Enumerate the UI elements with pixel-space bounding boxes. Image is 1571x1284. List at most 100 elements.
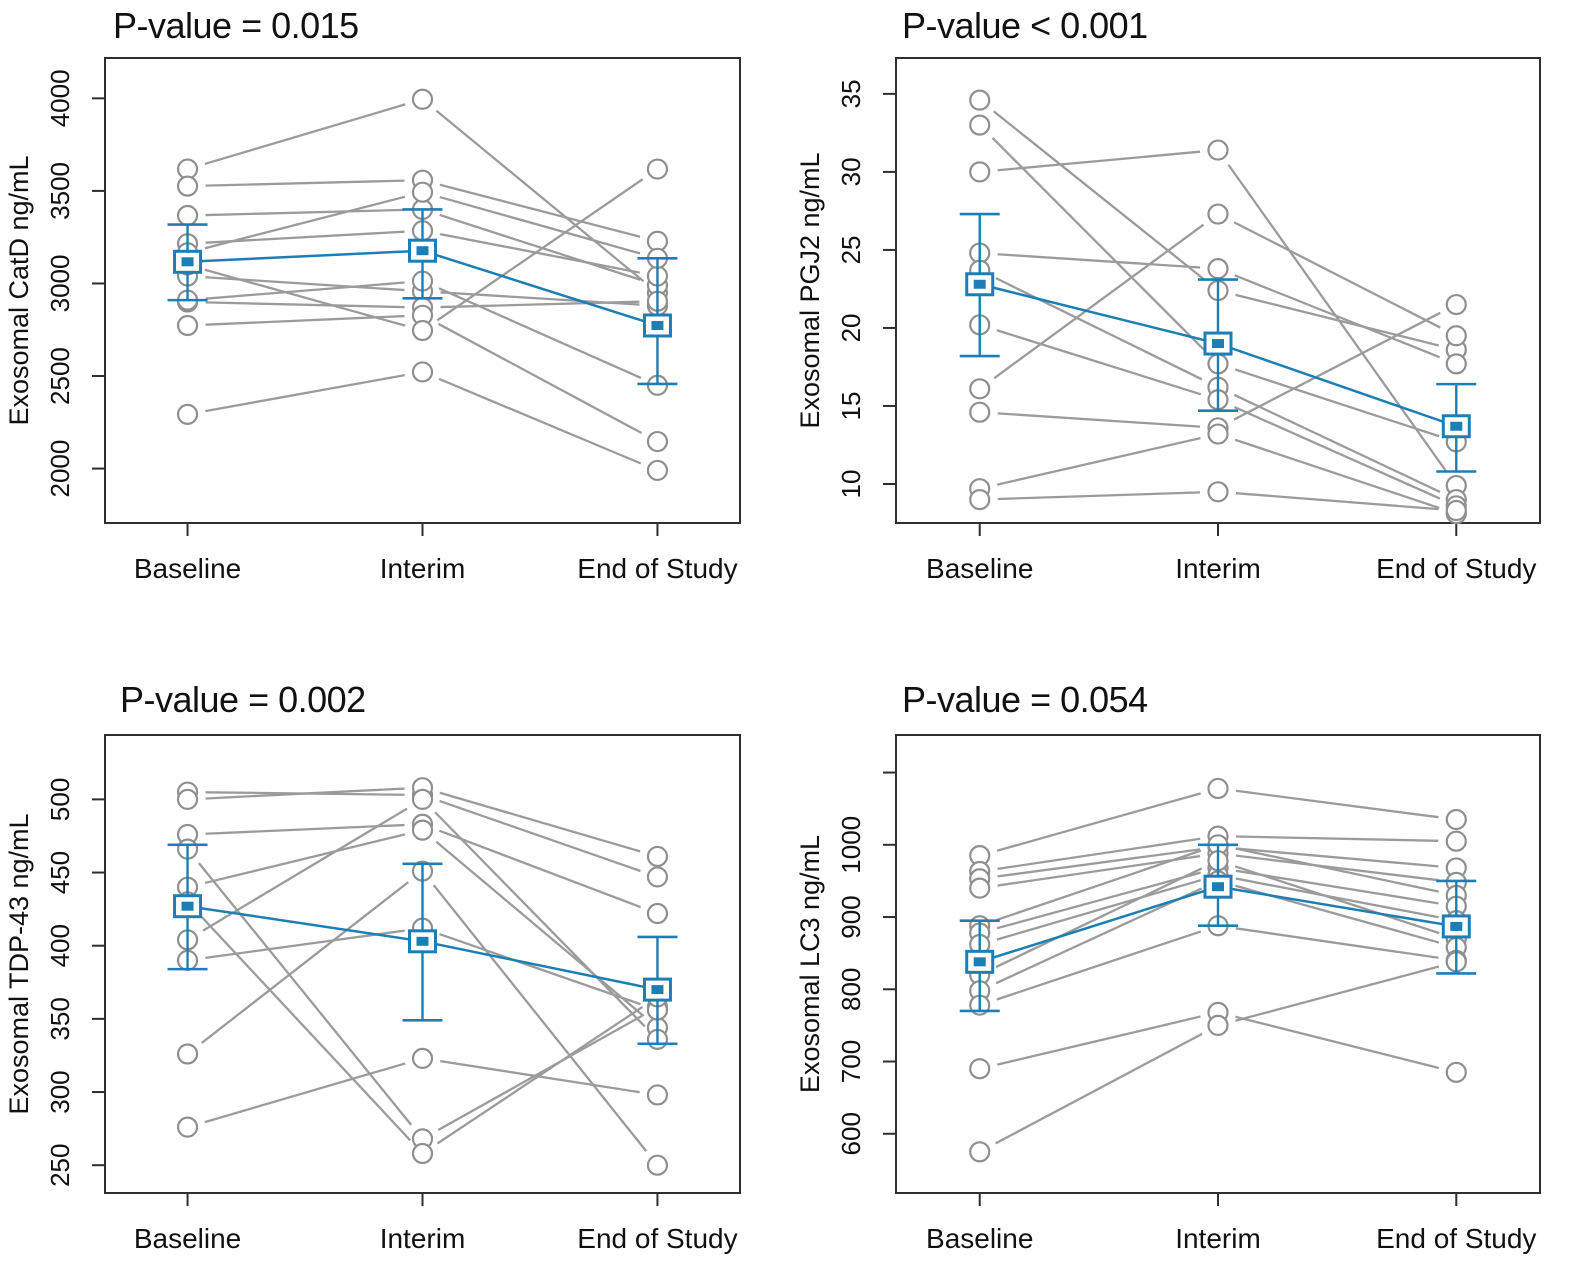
data-point: [411, 1047, 434, 1069]
subject-line: [997, 412, 1201, 428]
subject-line: [996, 849, 1202, 922]
subject-line: [439, 791, 641, 853]
data-point: [969, 89, 991, 111]
subject-line: [995, 277, 1203, 381]
mean-marker-center: [416, 936, 429, 946]
subject-line: [1233, 405, 1441, 500]
data-point: [969, 1141, 991, 1163]
subject-line: [1235, 789, 1439, 819]
subject-line: [993, 110, 1205, 281]
x-tick-label: Interim: [1175, 553, 1261, 584]
subject-line: [996, 792, 1201, 852]
x-tick-label: Interim: [1175, 1223, 1261, 1254]
data-point: [176, 788, 199, 810]
subject-line: [205, 929, 405, 960]
panel-title: P-value = 0.054: [902, 679, 1148, 720]
subject-line: [204, 103, 406, 166]
subject-line: [1234, 274, 1440, 359]
subject-line: [995, 867, 1203, 969]
data-point: [646, 1154, 669, 1176]
subject-line: [435, 109, 645, 283]
subject-line: [996, 930, 1202, 1001]
y-tick-label: 500: [45, 778, 75, 821]
data-point: [969, 1058, 991, 1080]
data-point: [969, 877, 991, 899]
data-point: [646, 158, 669, 180]
data-point: [646, 1084, 669, 1106]
y-tick-label: 3000: [45, 255, 75, 313]
data-point: [411, 1142, 434, 1165]
panel-title: P-value < 0.001: [902, 5, 1148, 46]
subject-line: [993, 223, 1205, 380]
subject-line: [1235, 927, 1439, 959]
data-point: [646, 459, 669, 482]
data-point: [646, 902, 669, 925]
y-tick-label: 2000: [45, 440, 75, 498]
subject-line: [1233, 311, 1441, 421]
subject-line: [997, 854, 1201, 887]
y-tick-label: 4000: [45, 69, 75, 127]
subject-line: [997, 491, 1201, 501]
subject-line: [1235, 293, 1440, 347]
subject-line: [1235, 847, 1439, 893]
y-tick-label: 10: [836, 470, 866, 499]
data-point: [969, 378, 991, 400]
panel-0: P-value = 0.015 2000 2500 3000 3500 4000 Exoso…: [4, 5, 741, 584]
subject-line: [437, 1014, 643, 1132]
mean-marker-center: [973, 279, 986, 289]
subject-line: [440, 300, 640, 309]
data-point: [411, 181, 434, 203]
subject-line: [996, 1015, 1201, 1066]
subject-line: [197, 862, 413, 1126]
data-point: [411, 788, 434, 810]
y-tick-label: 300: [45, 1070, 75, 1113]
subject-line: [205, 301, 405, 309]
data-point: [969, 488, 991, 511]
data-point: [646, 845, 669, 868]
data-point: [411, 319, 434, 342]
subject-line: [434, 811, 646, 1028]
x-tick-label: Baseline: [926, 1223, 1033, 1254]
x-tick-label: Baseline: [134, 553, 241, 584]
mean-marker-center: [181, 257, 194, 267]
y-tick-label: 600: [836, 1112, 866, 1155]
y-tick-label: 350: [45, 997, 75, 1040]
x-tick-label: Interim: [380, 1223, 466, 1254]
subject-line: [432, 884, 648, 1152]
panel-1: P-value < 0.001 10 15 20 25 30 35 Exosomal PGJ2…: [795, 5, 1541, 584]
subject-line: [205, 281, 405, 300]
subject-line: [997, 253, 1201, 269]
y-tick-label: 30: [836, 157, 866, 186]
mean-marker-center: [1450, 421, 1463, 431]
subject-line: [437, 322, 643, 435]
subject-line: [439, 213, 641, 281]
subject-line: [439, 799, 641, 873]
subject-line: [1235, 835, 1439, 842]
subject-line: [997, 436, 1201, 486]
subject-line: [991, 137, 1207, 352]
subject-line: [1234, 438, 1440, 510]
mean-marker-center: [651, 320, 664, 330]
subject-line: [1235, 965, 1440, 1022]
data-point: [1445, 325, 1467, 347]
subject-line: [1235, 1015, 1440, 1070]
y-tick-label: 3500: [45, 162, 75, 220]
subject-line: [439, 183, 641, 238]
y-tick-label: 15: [836, 392, 866, 421]
mean-marker-center: [651, 985, 664, 995]
mean-marker-center: [1212, 339, 1224, 349]
data-point: [1445, 830, 1467, 852]
subject-line: [1227, 164, 1447, 472]
data-point: [176, 1116, 199, 1138]
subject-line: [995, 887, 1203, 985]
data-point: [176, 314, 199, 337]
subject-line: [205, 374, 405, 413]
mean-marker-center: [416, 246, 429, 256]
subject-line: [439, 195, 641, 255]
subject-line: [1235, 869, 1439, 905]
subject-line: [1235, 492, 1439, 511]
y-tick-label: 900: [836, 895, 866, 938]
data-point: [1207, 777, 1229, 800]
